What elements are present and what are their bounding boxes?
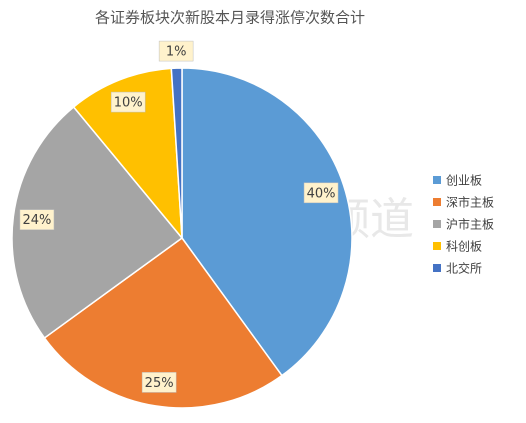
legend-swatch [433, 176, 441, 184]
pie-slice [11, 105, 184, 339]
legend-label: 科创板 [446, 240, 482, 254]
legend-label: 沪市主板 [446, 217, 494, 232]
legend-swatch [433, 264, 441, 272]
legend-swatch [433, 242, 441, 250]
legend-swatch [433, 220, 441, 228]
label-box [158, 40, 194, 62]
chart-title: 各证券板块次新股本月录得涨停次数合计 [95, 9, 365, 27]
label-box [303, 182, 339, 204]
label-box [19, 209, 55, 230]
legend-swatch [433, 198, 441, 206]
pie-slice [72, 67, 183, 241]
pie-slice [170, 67, 183, 239]
data-label: 40% [307, 186, 336, 201]
legend-label: 深市主板 [446, 195, 494, 210]
legend-label: 北交所 [446, 261, 482, 276]
data-label: 25% [145, 376, 174, 391]
pie-slice [181, 67, 353, 377]
data-label: 10% [114, 96, 143, 111]
data-label: 1% [166, 45, 187, 60]
label-box [110, 91, 146, 113]
data-label: 24% [22, 213, 51, 228]
pie-slice [43, 236, 283, 409]
label-box [141, 372, 177, 393]
legend-label: 创业板 [446, 174, 482, 188]
